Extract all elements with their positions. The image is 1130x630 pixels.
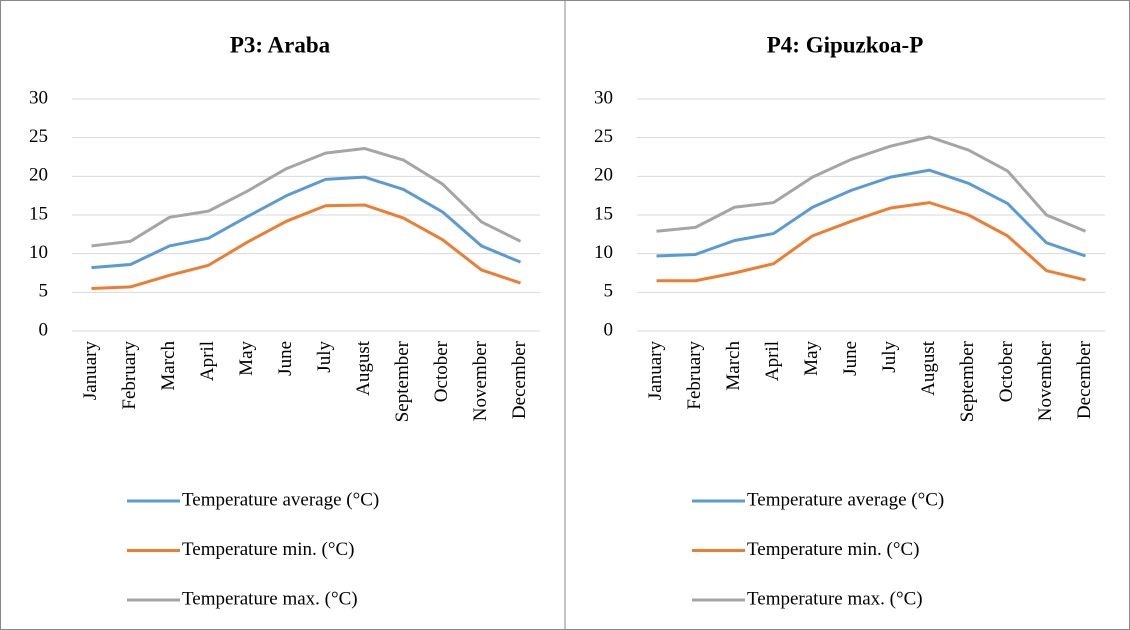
series-line [656,135,1087,233]
y-tick-label: 5 [39,281,49,302]
y-tick-label: 30 [594,87,613,108]
series-line [656,168,1086,258]
x-tick-label: January [80,341,101,401]
chart-title: P4: Gipuzkoa-P [767,32,924,57]
x-tick-label: May [236,341,257,376]
x-tick-label: April [762,341,783,381]
x-tick-label: June [840,341,861,376]
x-tick-label: February [684,341,705,410]
legend-label: Temperature average (°C) [747,489,944,510]
x-tick-label: November [470,340,491,421]
x-tick-label: April [197,341,218,381]
x-tick-label: October [996,340,1017,402]
series-line [91,203,521,290]
y-tick-label: 15 [29,203,48,224]
y-tick-label: 25 [29,126,48,147]
x-tick-label: July [314,341,335,373]
legend-label: Temperature min. (°C) [747,539,919,560]
x-tick-label: February [119,341,140,410]
x-tick-label: August [918,340,939,396]
legend-label: Temperature max. (°C) [747,588,923,609]
series-line [91,175,522,270]
y-tick-label: 0 [39,319,49,340]
x-tick-label: November [1035,340,1056,421]
y-tick-label: 20 [594,165,613,186]
x-tick-label: March [723,341,744,391]
x-tick-label: August [353,340,374,396]
x-tick-label: December [1074,340,1095,419]
x-tick-label: October [431,340,452,402]
x-tick-label: May [801,341,822,376]
x-tick-label: June [275,341,296,376]
y-tick-label: 25 [594,126,613,147]
legend-label: Temperature min. (°C) [182,539,354,560]
y-tick-label: 10 [29,242,48,263]
x-tick-label: July [879,341,900,373]
legend-label: Temperature average (°C) [182,489,379,510]
y-tick-label: 20 [29,165,48,186]
y-tick-label: 0 [604,319,614,340]
series-line [91,146,522,248]
y-tick-label: 5 [604,281,614,302]
y-tick-label: 15 [594,203,613,224]
legend-label: Temperature max. (°C) [182,588,358,609]
x-tick-label: January [645,341,666,401]
x-tick-label: March [158,341,179,391]
x-tick-label: September [392,340,413,422]
y-tick-label: 10 [594,242,613,263]
y-tick-label: 30 [29,87,48,108]
series-line [656,201,1086,283]
x-tick-label: September [957,340,978,422]
x-tick-label: December [509,340,530,419]
chart-title: P3: Araba [230,32,331,57]
